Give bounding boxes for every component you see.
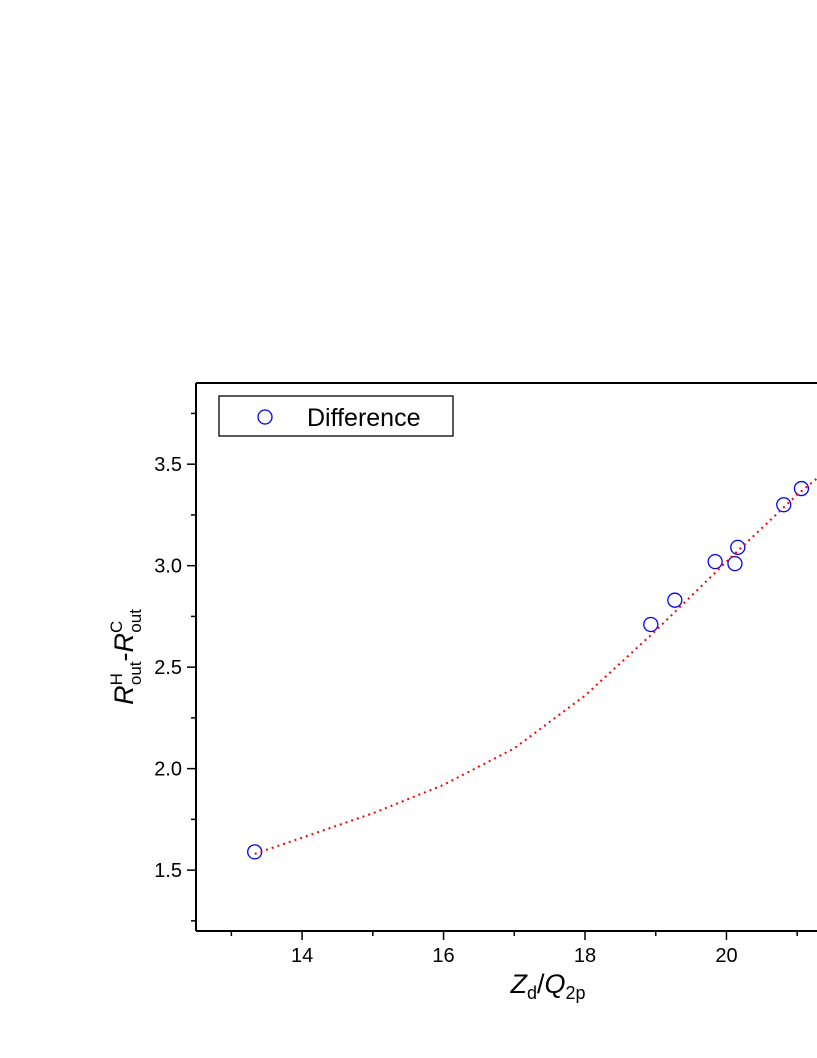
x-tick-label: 14 [291, 945, 313, 967]
legend-label: Difference [307, 404, 421, 432]
x-axis-label-part: / [537, 969, 545, 999]
y-axis-label-part: R [109, 685, 139, 705]
y-tick-label: 2.5 [154, 657, 182, 679]
y-axis-label-part: C [107, 621, 126, 633]
x-axis-label-part: d [527, 983, 537, 1003]
y-axis-label-part: out [126, 661, 145, 685]
x-axis-label-part: Q [544, 969, 565, 999]
data-point [727, 555, 743, 572]
data-point [667, 592, 683, 608]
y-tick-label: 3.0 [154, 556, 182, 578]
data-point [707, 553, 723, 570]
data-point [643, 616, 659, 633]
x-tick-label: 18 [574, 945, 596, 967]
y-axis-label-part: out [126, 609, 145, 633]
data-point [793, 480, 810, 497]
y-tick-label: 1.5 [154, 860, 182, 882]
x-axis-label-part: Z [509, 969, 528, 999]
y-axis-label-part: R [109, 633, 139, 653]
y-axis-label: RHout-RCout [107, 609, 145, 705]
y-tick-label: 3.5 [154, 454, 182, 476]
x-axis-label-part: 2p [566, 983, 586, 1003]
y-axis-label-part: H [107, 673, 126, 685]
y-axis-label-part: - [109, 653, 139, 662]
data-point [730, 539, 746, 556]
fit-line [254, 477, 817, 855]
x-tick-label: 16 [432, 945, 454, 967]
data-point [247, 844, 263, 860]
x-tick-label: 20 [715, 945, 737, 967]
y-tick-label: 2.0 [154, 759, 182, 781]
legend-marker [257, 409, 273, 425]
x-axis-label: Zd/Q2p [509, 969, 585, 1003]
data-point [776, 497, 792, 513]
plot-area [247, 477, 817, 860]
